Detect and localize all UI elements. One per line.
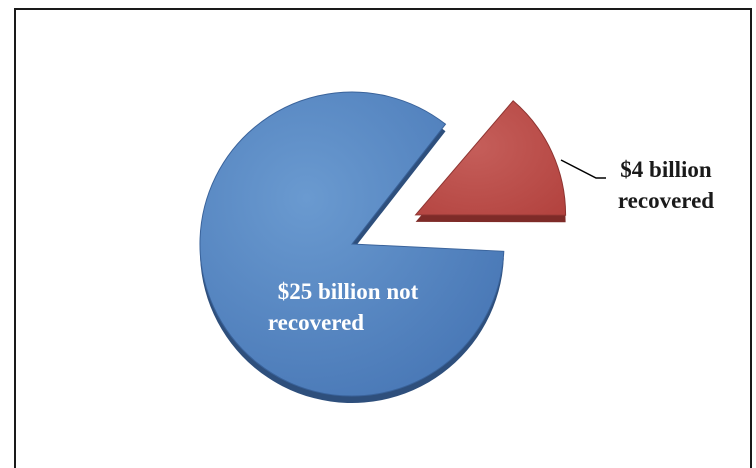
recovered-leader-line: [560, 159, 606, 179]
not-recovered-label-line1: $25 billion not: [278, 279, 419, 304]
recovered-slice: [414, 100, 567, 216]
recovered-label-line2: recovered: [618, 188, 714, 213]
not-recovered-slice: [199, 91, 505, 397]
not-recovered-label-line2: recovered: [268, 310, 364, 335]
pie-slices: [199, 91, 567, 404]
recovered-label-line1: $4 billion: [620, 157, 712, 182]
